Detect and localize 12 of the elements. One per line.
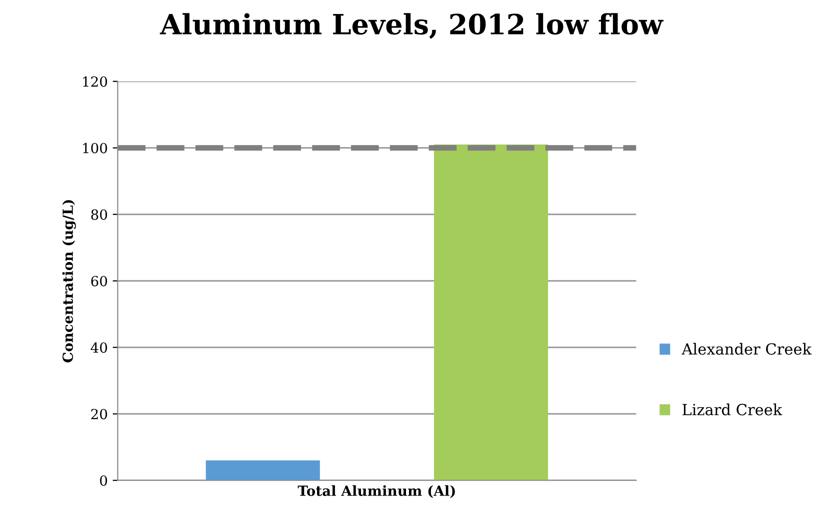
y-axis-title: Concentration (ug/L) [62, 200, 76, 362]
chart-title: Aluminum Levels, 2012 low flow [160, 13, 664, 39]
y-tick-label: 40 [90, 342, 108, 353]
legend-label: Lizard Creek [682, 404, 782, 416]
y-tick-label: 120 [83, 76, 108, 87]
y-tick-label: 60 [91, 276, 108, 286]
legend-label: Alexander Creek [682, 342, 812, 355]
y-tick-label: 80 [91, 209, 108, 220]
y-tick-label: 100 [83, 142, 108, 154]
y-tick-label: 20 [91, 408, 108, 420]
y-tick-label: 0 [100, 475, 108, 486]
x-tick-label: Total Aluminum (Al) [298, 485, 455, 498]
